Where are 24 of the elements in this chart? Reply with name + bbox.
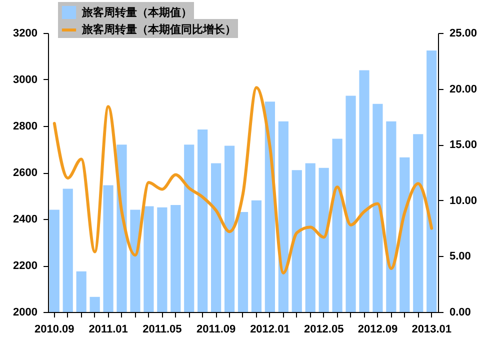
y2-tick-label: 15.00	[450, 139, 478, 152]
y2-tick-label: 0.00	[450, 306, 471, 318]
line-series	[52, 86, 434, 274]
y-tick-label: 2800	[13, 120, 38, 132]
y2-tick-label: 5.00	[450, 250, 471, 263]
legend-label: 旅客周转量（本期值）	[81, 6, 192, 19]
y-tick-label: 2200	[13, 260, 38, 272]
x-tick-label: 2011.05	[142, 324, 182, 336]
x-tick-label: 2012.09	[358, 324, 398, 336]
legend-label: 旅客周转量（本期值同比增长）	[81, 23, 236, 36]
y2-tick-label: 25.00	[450, 28, 478, 40]
y2-tick-label: 10.00	[450, 194, 478, 207]
y-tick-label: 2600	[13, 167, 38, 179]
y-tick-label: 2000	[13, 306, 38, 318]
x-tick-label: 2012.01	[250, 324, 290, 336]
x-tick-label: 2011.01	[88, 324, 128, 336]
x-tick-label: 2011.09	[196, 324, 236, 336]
y-tick-label: 3000	[13, 74, 38, 86]
y-tick-label: 2400	[13, 214, 38, 226]
y2-tick-label: 20.00	[450, 83, 478, 96]
y-tick-label: 3200	[13, 28, 38, 40]
x-tick-label: 2012.05	[304, 324, 344, 336]
x-tick-label: 2010.09	[34, 324, 74, 336]
x-tick-label: 2013.01	[412, 324, 452, 336]
